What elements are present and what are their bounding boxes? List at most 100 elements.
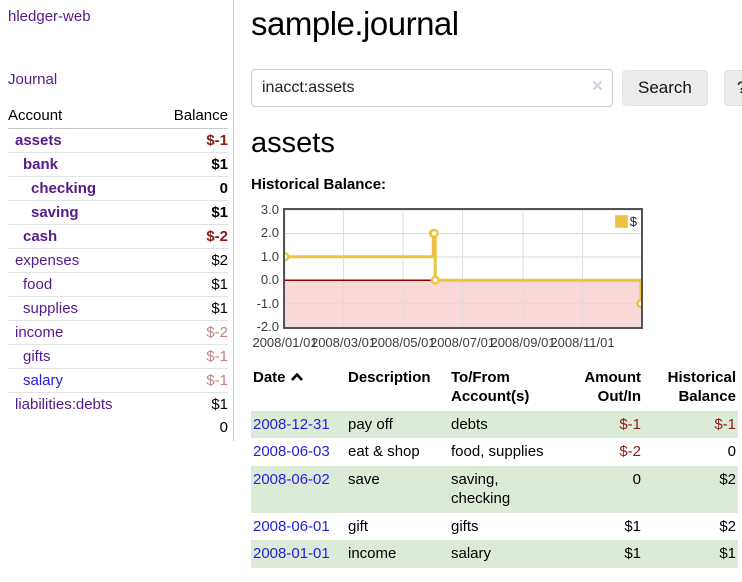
account-balance: 0 — [158, 176, 228, 201]
main-content: sample.journal × Search ? assets Histori… — [234, 0, 742, 568]
register-header-description: Description — [346, 367, 449, 411]
y-axis-tick-label: 2.0 — [260, 225, 279, 241]
account-balance: $1 — [158, 200, 228, 225]
account-link-liabilities-debts[interactable]: liabilities:debts — [15, 396, 113, 413]
account-row: cash $-2 — [8, 224, 228, 249]
transaction-date-link[interactable]: 2008-12-31 — [253, 415, 330, 433]
account-link-checking[interactable]: checking — [31, 180, 97, 197]
transaction-balance: $1 — [719, 545, 736, 562]
account-row: bank $1 — [8, 152, 228, 177]
account-balance: $-1 — [158, 344, 228, 369]
transaction-date-link[interactable]: 2008-06-03 — [253, 443, 330, 460]
account-row: gifts $-1 — [8, 344, 228, 369]
help-button[interactable]: ? — [723, 70, 742, 106]
sidebar: hledger-web Journal Account Balance asse… — [0, 0, 234, 441]
account-link-assets[interactable]: assets — [15, 132, 62, 149]
account-balance: $1 — [158, 152, 228, 177]
transaction-description: save — [348, 470, 380, 488]
y-axis-tick-label: 0.0 — [260, 272, 279, 288]
accounts-total-row: 0 — [8, 416, 228, 439]
y-axis-tick-label: 1.0 — [260, 248, 279, 264]
register-header-label: Amount Out/In — [584, 369, 641, 405]
x-axis-tick-label: 2008/07/01 — [429, 335, 496, 350]
account-title: assets — [251, 127, 335, 159]
transaction-balance: 0 — [727, 443, 736, 460]
transaction-row: 2008-06-02 save saving, checking 0 $2 — [251, 465, 738, 513]
account-link-supplies[interactable]: supplies — [23, 300, 79, 317]
account-balance: $1 — [158, 392, 228, 416]
account-row: income $-2 — [8, 320, 228, 345]
series-legend-label: $ — [629, 214, 637, 229]
account-balance: $2 — [158, 248, 228, 273]
accounts-total-value: 0 — [219, 419, 228, 436]
account-balance: $-2 — [158, 320, 228, 345]
chart-label: Historical Balance: — [251, 176, 387, 193]
account-link-income[interactable]: income — [15, 324, 64, 341]
account-balance: $1 — [158, 296, 228, 321]
x-axis-tick-label: 2008/09/01 — [490, 335, 556, 350]
transaction-row: 2008-12-31 pay off debts $-1 $-1 — [251, 410, 738, 438]
x-axis-tick-label: 2008/03/01 — [310, 335, 377, 350]
y-axis-tick-label: -2.0 — [256, 319, 279, 334]
transaction-balance: $2 — [719, 470, 736, 488]
brand-link[interactable]: hledger-web — [8, 8, 91, 25]
transaction-accounts: debts — [451, 415, 488, 433]
account-row: expenses $2 — [8, 248, 228, 273]
register-header-label: Description — [348, 369, 431, 386]
account-link-gifts[interactable]: gifts — [23, 348, 51, 365]
register-header-label: Date — [253, 369, 286, 386]
register-header-date[interactable]: Date — [251, 367, 346, 411]
account-link-food[interactable]: food — [23, 276, 53, 293]
transaction-amount: 0 — [632, 470, 641, 488]
register-header-label: Historical Balance — [667, 369, 736, 405]
balance-chart: $3.0 2.0 1.0 0.0 -1.0 -2.0 2008/01/01 2008/03/0… — [251, 203, 651, 350]
x-axis-tick-label: 2008/11/01 — [550, 335, 615, 350]
register-header-historical-balance: Historical Balance — [643, 367, 738, 411]
account-link-salary[interactable]: salary — [23, 372, 64, 389]
transaction-description: gift — [348, 517, 369, 535]
search-input[interactable] — [251, 69, 613, 107]
search-form: × Search ? — [251, 69, 742, 107]
x-axis-tick-label: 2008/01/01 — [252, 335, 318, 350]
transaction-balance: $-1 — [714, 415, 736, 433]
transaction-row: 2008-06-03 eat & shop food, supplies $-2 0 — [251, 438, 738, 466]
transaction-row: 2008-06-01 gift gifts $1 $2 — [251, 513, 738, 541]
account-link-saving[interactable]: saving — [31, 204, 79, 221]
account-row: checking 0 — [8, 176, 228, 201]
transaction-date-link[interactable]: 2008-01-01 — [253, 545, 330, 562]
search-button[interactable]: Search — [622, 70, 708, 106]
register-table: Date Description To/From Account(s) Amount … — [251, 367, 738, 568]
account-link-cash[interactable]: cash — [23, 228, 58, 245]
y-axis-tick-label: 3.0 — [260, 202, 279, 217]
chart-plot-area[interactable]: $ — [283, 208, 643, 329]
x-axis-tick-label: 2008/05/01 — [370, 335, 436, 350]
transaction-date-link[interactable]: 2008-06-01 — [253, 517, 330, 535]
account-row: saving $1 — [8, 200, 228, 225]
account-balance: $1 — [158, 272, 228, 297]
account-row: supplies $1 — [8, 296, 228, 321]
account-link-expenses[interactable]: expenses — [15, 252, 80, 269]
clear-search-icon[interactable]: × — [591, 76, 603, 97]
transaction-description: pay off — [348, 415, 393, 433]
page-title: sample.journal — [251, 5, 459, 42]
transaction-amount: $1 — [624, 545, 641, 562]
transaction-date-link[interactable]: 2008-06-02 — [253, 470, 330, 488]
accounts-table: Account Balance assets $-1 bank $1 checking 0… — [8, 104, 228, 439]
account-balance: $-2 — [158, 224, 228, 249]
series-color-swatch — [614, 215, 628, 228]
transaction-row: 2008-01-01 income salary $1 $1 — [251, 540, 738, 568]
account-link-bank[interactable]: bank — [23, 156, 59, 173]
accounts-header-account: Account — [8, 104, 158, 129]
account-balance: $-1 — [206, 132, 228, 149]
app-window: hledger-web Journal Account Balance asse… — [0, 0, 742, 568]
chart-legend: $ — [613, 214, 638, 229]
transaction-amount: $-1 — [619, 415, 641, 433]
sidebar-item-journal[interactable]: Journal — [8, 71, 58, 88]
account-row: food $1 — [8, 272, 228, 297]
transaction-amount: $-2 — [619, 443, 641, 460]
account-row: salary $-1 — [8, 368, 228, 393]
chart-plot-svg[interactable] — [285, 210, 641, 327]
account-row: assets $-1 — [8, 129, 228, 153]
transaction-description: income — [348, 545, 397, 562]
transaction-amount: $1 — [624, 517, 641, 535]
